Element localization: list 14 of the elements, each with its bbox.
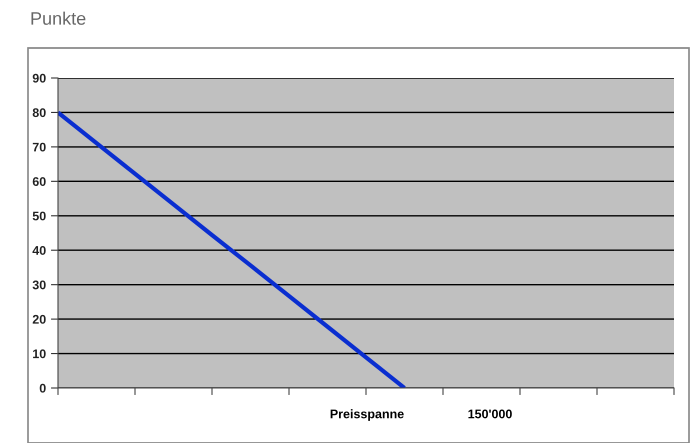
x-axis-title: Preisspanne — [330, 409, 404, 421]
text: 150'000 — [468, 410, 512, 418]
y-tick-label: 80 — [32, 108, 46, 118]
y-tick-label: 0 — [40, 384, 46, 393]
line-series — [58, 110, 407, 388]
y-tick-label: 70 — [32, 142, 46, 152]
chart-title: Punkte — [31, 12, 86, 25]
y-tick-label: 40 — [32, 246, 46, 255]
y-tick-label: 30 — [32, 280, 46, 290]
y-tick-label: 90 — [32, 74, 46, 83]
y-tick-label: 50 — [32, 212, 46, 220]
y-tick-label: 20 — [32, 314, 46, 324]
y-tick-label: 10 — [33, 349, 46, 358]
y-tick-label: 60 — [32, 177, 46, 186]
